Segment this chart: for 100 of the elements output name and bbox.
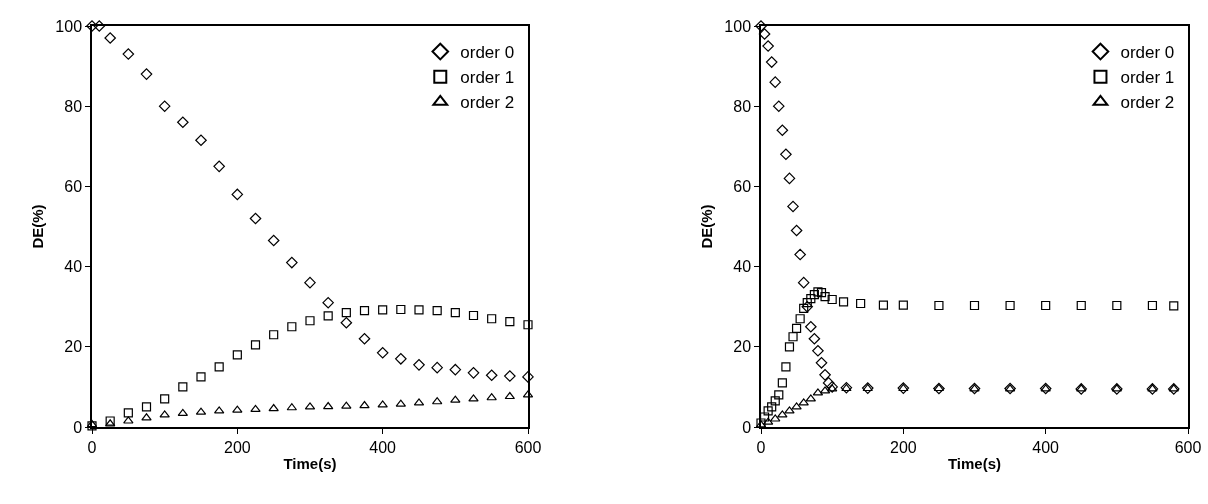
point (322, 296, 334, 309)
point (794, 248, 806, 261)
y-tick-label: 80 (64, 97, 83, 115)
point (140, 68, 153, 80)
point (359, 306, 370, 316)
x-tick-label: 200 (223, 438, 251, 456)
point (1041, 300, 1051, 311)
point (86, 20, 98, 32)
point (772, 100, 785, 112)
point (250, 340, 261, 350)
point (449, 363, 462, 376)
y-tick-label: 0 (73, 418, 83, 436)
point (765, 56, 778, 68)
point (504, 391, 516, 400)
point (1112, 300, 1122, 311)
x-tick-label: 400 (369, 438, 397, 456)
point (377, 400, 388, 408)
legend-label: order 2 (1120, 93, 1175, 113)
point (232, 405, 243, 413)
point (1005, 300, 1015, 311)
point (195, 134, 207, 147)
point (820, 292, 830, 302)
x-axis-title: Time(s) (947, 455, 1002, 473)
point (123, 408, 133, 418)
y-tick-label: 100 (724, 17, 752, 35)
point (267, 234, 280, 247)
point (323, 311, 333, 321)
point (787, 200, 799, 213)
point (1076, 300, 1086, 311)
point (780, 148, 792, 161)
point (838, 297, 849, 307)
point (141, 413, 152, 421)
x-tick-label: 200 (889, 438, 917, 456)
y-tick-label: 60 (733, 178, 752, 195)
y-axis-title: DE(%) (698, 204, 716, 249)
point (232, 350, 242, 360)
point (395, 353, 407, 365)
point (250, 404, 261, 412)
point (159, 410, 170, 418)
y-tick-label: 80 (733, 97, 752, 115)
point (93, 20, 106, 32)
point (86, 419, 98, 428)
y-tick-label: 40 (733, 258, 752, 276)
point (767, 402, 777, 412)
point (177, 116, 189, 129)
point (898, 300, 908, 310)
point (934, 300, 944, 311)
y-tick-label: 20 (64, 338, 83, 356)
point (522, 371, 534, 383)
point (304, 276, 316, 289)
point (378, 305, 388, 315)
point (122, 48, 135, 60)
y-tick-label: 0 (742, 418, 752, 436)
point (485, 369, 498, 382)
point (196, 372, 206, 382)
point (856, 298, 866, 309)
y-tick-label: 60 (64, 178, 83, 195)
point (878, 300, 889, 310)
point (776, 124, 789, 137)
point (505, 316, 515, 327)
point (249, 212, 262, 225)
legend-label: order 0 (1120, 43, 1175, 63)
point (123, 416, 134, 424)
point (486, 393, 497, 401)
point (758, 28, 771, 40)
point (1169, 301, 1179, 311)
point (413, 359, 425, 371)
point (802, 298, 812, 308)
point (755, 20, 767, 32)
point (431, 361, 443, 374)
point (231, 188, 244, 201)
point (396, 304, 406, 315)
point (969, 300, 980, 311)
point (819, 369, 831, 381)
point (104, 32, 116, 44)
point (214, 362, 224, 372)
y-tick-label: 20 (733, 338, 752, 356)
point (341, 401, 352, 409)
point (468, 310, 479, 321)
point (763, 406, 773, 416)
point (813, 287, 823, 297)
y-tick-label: 40 (64, 258, 83, 276)
x-axis-title: Time(s) (283, 455, 337, 473)
point (341, 308, 351, 318)
legend-label: order 1 (460, 68, 515, 88)
x-tick-label: 0 (756, 438, 766, 456)
point (788, 332, 798, 342)
point (286, 256, 298, 269)
x-tick-label: 600 (514, 438, 542, 456)
point (784, 406, 795, 414)
point (805, 320, 817, 333)
x-tick-label: 600 (1174, 438, 1202, 456)
point (799, 303, 809, 313)
point (504, 370, 516, 382)
point (815, 357, 828, 369)
point (816, 288, 827, 298)
point (795, 314, 805, 324)
point (790, 224, 803, 237)
point (450, 395, 461, 403)
point (105, 416, 115, 426)
